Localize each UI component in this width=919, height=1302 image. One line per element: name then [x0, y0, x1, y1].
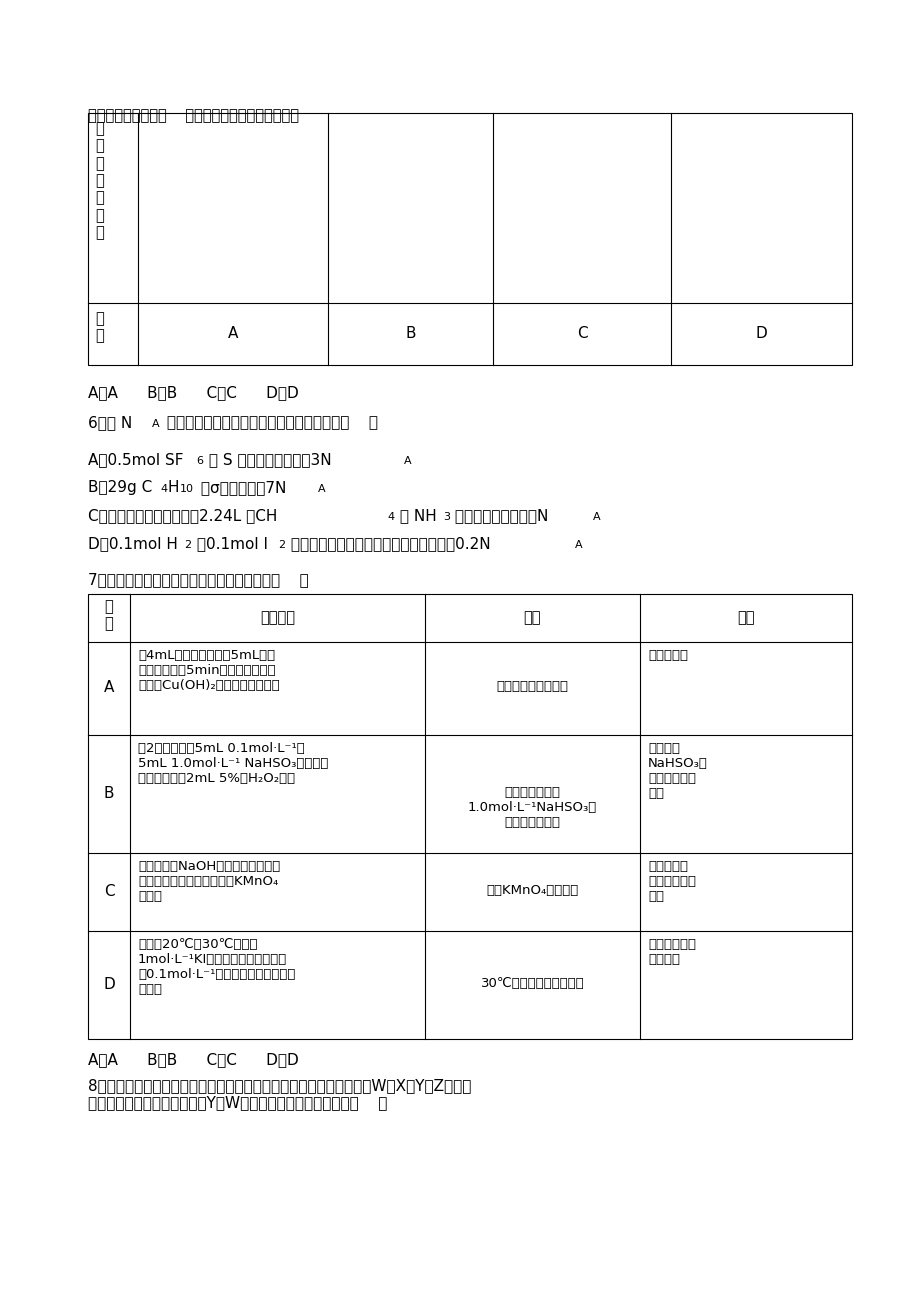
Text: A: A — [104, 681, 114, 695]
Text: A．A      B．B      C．C      D．D: A．A B．B C．C D．D — [88, 1052, 299, 1068]
Text: H: H — [168, 480, 179, 495]
Text: 3: 3 — [443, 512, 449, 522]
Text: 7．下列实验操作、现象与所得结论正确的是（    ）: 7．下列实验操作、现象与所得结论正确的是（ ） — [88, 572, 309, 587]
Text: 淀粉未水解: 淀粉未水解 — [647, 648, 687, 661]
Text: 实验操作: 实验操作 — [260, 611, 295, 625]
Text: 与 NH: 与 NH — [394, 508, 437, 523]
Text: 4: 4 — [160, 484, 167, 493]
Text: B: B — [104, 786, 114, 801]
Text: 温度越高反应
速率越快: 温度越高反应 速率越快 — [647, 937, 696, 966]
Text: A: A — [593, 512, 600, 522]
Text: 中 S 的价层电子对数为3N: 中 S 的价层电子对数为3N — [204, 452, 331, 467]
Text: D．0.1mol H: D．0.1mol H — [88, 536, 177, 551]
Text: C: C — [576, 326, 586, 341]
Text: 含有的电子总数均为N: 含有的电子总数均为N — [449, 508, 548, 523]
Text: 6．设 N: 6．设 N — [88, 415, 132, 430]
Text: 结论: 结论 — [736, 611, 754, 625]
Text: 不能证明乙
烷发生了消去
反应: 不能证明乙 烷发生了消去 反应 — [647, 861, 696, 904]
Text: D: D — [754, 326, 766, 341]
Text: 和0.1mol I: 和0.1mol I — [192, 536, 267, 551]
Text: 没有出现砖红色沉淀: 没有出现砖红色沉淀 — [496, 681, 568, 694]
Text: 浓度大的
NaHSO₃溶
液的反应速率
较快: 浓度大的 NaHSO₃溶 液的反应速率 较快 — [647, 742, 707, 799]
Text: A: A — [152, 419, 160, 428]
Text: 8．如图所示的两种化合物可应用于阻燃材料和生物材料的合成，其中W、X、Y、Z为原子
序数依次增大的短周期元素，Y与W同主族．下列说法正确的是（    ）: 8．如图所示的两种化合物可应用于阻燃材料和生物材料的合成，其中W、X、Y、Z为原… — [88, 1078, 471, 1111]
Text: B: B — [404, 326, 415, 341]
Text: 2: 2 — [184, 540, 191, 549]
Text: 中σ键的个数为7N: 中σ键的个数为7N — [196, 480, 286, 495]
Text: 将溴乙烷和NaOH的乙醇溶液混合加
热，将产生的气体通入酸性KMnO₄
溶液中: 将溴乙烷和NaOH的乙醇溶液混合加 热，将产生的气体通入酸性KMnO₄ 溶液中 — [138, 861, 280, 904]
Text: 选
项: 选 项 — [95, 311, 104, 344]
Text: 实
验
装
置
或
操
作: 实 验 装 置 或 操 作 — [95, 121, 104, 241]
Text: B．29g C: B．29g C — [88, 480, 152, 495]
Text: C．标准状况下，体积均为2.24L 的CH: C．标准状况下，体积均为2.24L 的CH — [88, 508, 277, 523]
Text: 分别在20℃、30℃下，取
1mol·L⁻¹KI溶液，向其中分别先加
入0.1mol·L⁻¹的硫酸溶液，再加入淀
粉溶液: 分别在20℃、30℃下，取 1mol·L⁻¹KI溶液，向其中分别先加 入0.1m… — [138, 937, 295, 996]
Text: A: A — [228, 326, 238, 341]
Text: 向2支分别盛有5mL 0.1mol·L⁻¹、
5mL 1.0mol·L⁻¹ NaHSO₃溶液的试
管中同时加入2mL 5%的H₂O₂溶液: 向2支分别盛有5mL 0.1mol·L⁻¹、 5mL 1.0mol·L⁻¹ Na… — [138, 742, 328, 785]
Text: A: A — [318, 484, 325, 493]
Text: A: A — [403, 456, 411, 466]
Text: 6: 6 — [196, 456, 203, 466]
Text: 为阿伏加德罗常数的值．下列说法错误的是（    ）: 为阿伏加德罗常数的值．下列说法错误的是（ ） — [162, 415, 378, 430]
Text: C: C — [104, 884, 114, 898]
Text: A．0.5mol SF: A．0.5mol SF — [88, 452, 183, 467]
Text: A: A — [574, 540, 582, 549]
Text: 取4mL淀粉溶液，加入5mL稀硫
酸，水溶加热5min后，再加入少量
新制的Cu(OH)₂悬浊液加热至沸腾: 取4mL淀粉溶液，加入5mL稀硫 酸，水溶加热5min后，再加入少量 新制的Cu… — [138, 648, 279, 691]
Bar — [88, 113, 851, 365]
Text: 2: 2 — [278, 540, 285, 549]
Text: 均有气泡产生且
1.0mol·L⁻¹NaHSO₃溶
液产生气泡较快: 均有气泡产生且 1.0mol·L⁻¹NaHSO₃溶 液产生气泡较快 — [468, 786, 596, 829]
Text: 30℃时出现蓝色的时间短: 30℃时出现蓝色的时间短 — [480, 976, 584, 990]
Text: 置或操作错误的是（    ）（部分夹持及加热装置略）: 置或操作错误的是（ ）（部分夹持及加热装置略） — [88, 108, 299, 122]
Text: 选
项: 选 项 — [105, 599, 113, 631]
Text: 10: 10 — [180, 484, 194, 493]
Text: 4: 4 — [387, 512, 393, 522]
Text: 现象: 现象 — [523, 611, 540, 625]
Text: 酸性KMnO₄溶液褪色: 酸性KMnO₄溶液褪色 — [486, 884, 578, 897]
Text: 在密闭容器中充分反应后，其分子总数为0.2N: 在密闭容器中充分反应后，其分子总数为0.2N — [286, 536, 490, 551]
Bar — [88, 594, 851, 1039]
Text: D: D — [103, 976, 115, 992]
Text: A．A      B．B      C．C      D．D: A．A B．B C．C D．D — [88, 385, 299, 400]
